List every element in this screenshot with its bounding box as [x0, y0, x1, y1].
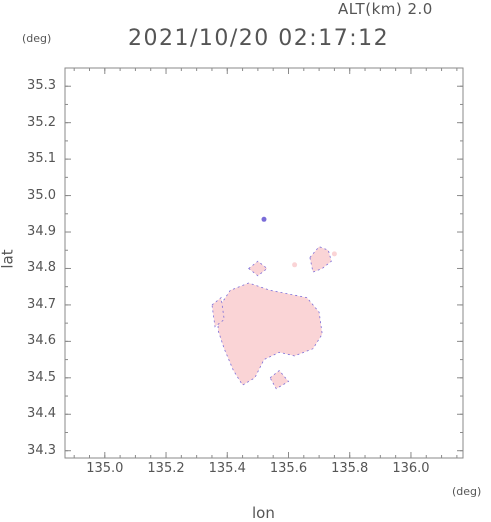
- x-tick-label: 135.2: [147, 461, 185, 476]
- echo-point: [233, 295, 239, 301]
- x-tick-label: 135.6: [269, 461, 308, 476]
- altitude-value: 2.0: [407, 0, 433, 18]
- plot-frame: [64, 67, 464, 459]
- echo-region-north-east: [309, 246, 332, 273]
- altitude-label: ALT(km): [338, 0, 403, 18]
- y-tick-label: 35.0: [27, 187, 56, 203]
- y-tick-label: 35.3: [27, 78, 56, 94]
- echo-region-north-small: [248, 260, 268, 277]
- y-tick-label: 35.1: [27, 151, 56, 167]
- x-unit-label: (deg): [452, 485, 482, 498]
- x-tick-label: 135.0: [86, 461, 124, 476]
- x-axis-label: lon: [252, 504, 275, 522]
- echo-point: [261, 216, 267, 222]
- y-tick-label: 34.9: [27, 224, 56, 240]
- y-tick-label: 34.5: [27, 369, 56, 385]
- x-tick-label: 135.4: [208, 461, 246, 476]
- y-tick-label: 34.3: [27, 442, 56, 458]
- echo-point: [331, 251, 337, 257]
- echo-region-south-tail: [269, 369, 290, 390]
- y-tick-label: 34.8: [27, 260, 56, 276]
- y-tick-label: 34.4: [27, 406, 56, 422]
- y-tick-label: 34.7: [27, 296, 56, 312]
- echo-region-main: [217, 282, 323, 386]
- altitude-readout: ALT(km) 2.0: [338, 0, 433, 18]
- x-tick-label: 135.8: [331, 461, 369, 476]
- timestamp: 2021/10/20 02:17:12: [128, 26, 390, 51]
- tick-marks: [65, 67, 463, 458]
- echo-region-west-patch: [211, 296, 225, 328]
- y-tick-label: 35.2: [27, 114, 56, 130]
- echo-point: [292, 262, 298, 268]
- x-tick-label: 136.0: [392, 461, 430, 476]
- y-unit-label: (deg): [22, 32, 52, 45]
- y-tick-label: 34.6: [27, 333, 56, 349]
- echo-layer: [211, 216, 337, 390]
